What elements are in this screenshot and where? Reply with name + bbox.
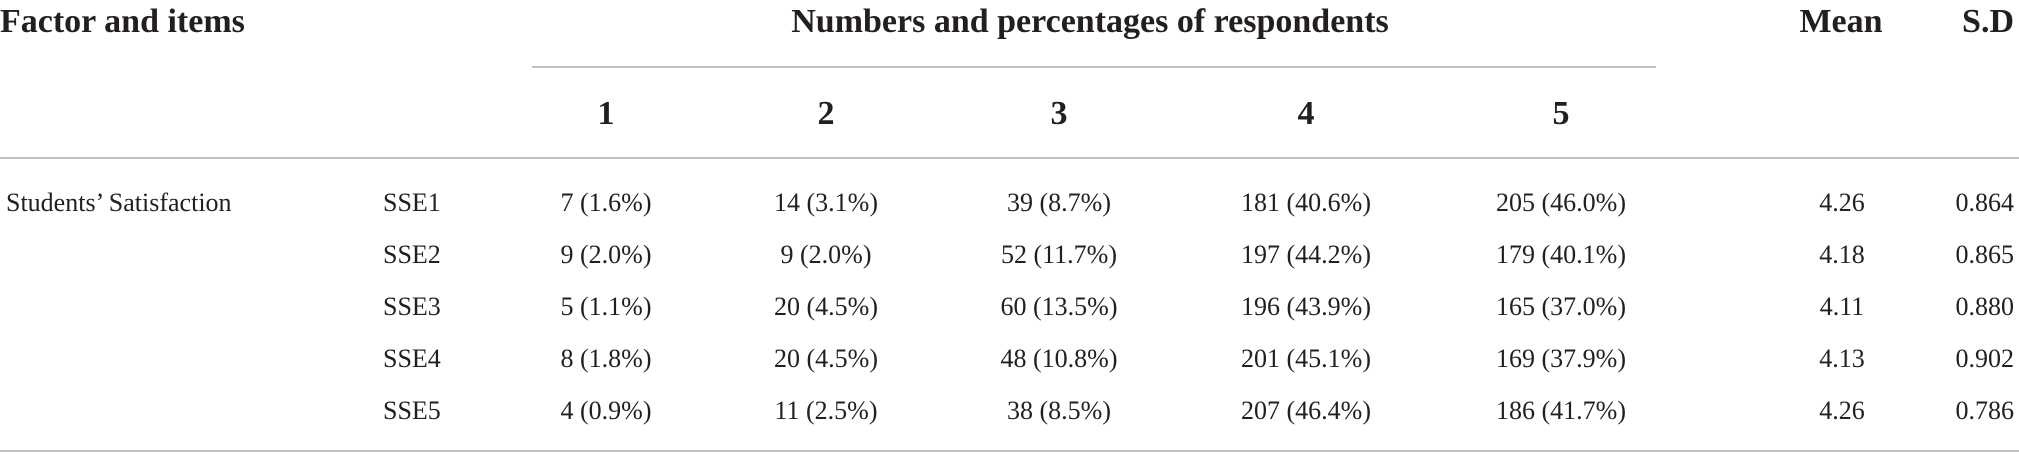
count-cell: 48 (10.8%) — [1000, 344, 1118, 373]
count-cell: 197 (44.2%) — [1241, 240, 1371, 269]
item-code: SSE4 — [383, 344, 441, 373]
item-code: SSE3 — [383, 292, 441, 321]
count-cell: 60 (13.5%) — [1000, 292, 1118, 321]
mean-cell: 4.13 — [1819, 344, 1865, 373]
count-cell: 179 (40.1%) — [1496, 240, 1626, 269]
count-cell: 169 (37.9%) — [1496, 344, 1626, 373]
count-cell: 5 (1.1%) — [560, 292, 652, 321]
count-cell: 165 (37.0%) — [1496, 292, 1626, 321]
group-underline — [532, 66, 1656, 68]
count-cell: 14 (3.1%) — [774, 188, 878, 217]
count-cell: 186 (41.7%) — [1496, 396, 1626, 425]
count-cell: 39 (8.7%) — [1007, 188, 1111, 217]
item-code: SSE2 — [383, 240, 441, 269]
item-code: SSE5 — [383, 396, 441, 425]
count-cell: 38 (8.5%) — [1007, 396, 1111, 425]
sd-cell: 0.864 — [1955, 188, 2015, 217]
count-cell: 9 (2.0%) — [560, 240, 652, 269]
header-sd: S.D — [1962, 3, 2014, 40]
header-level-5: 5 — [1552, 95, 1570, 132]
bottom-rule — [0, 450, 2019, 452]
count-cell: 207 (46.4%) — [1241, 396, 1371, 425]
count-cell: 20 (4.5%) — [774, 344, 878, 373]
count-cell: 52 (11.7%) — [1000, 240, 1118, 269]
count-cell: 8 (1.8%) — [560, 344, 652, 373]
header-rule — [0, 157, 2019, 159]
header-level-2: 2 — [817, 95, 835, 132]
header-mean: Mean — [1799, 3, 1883, 40]
count-cell: 7 (1.6%) — [560, 188, 652, 217]
header-group: Numbers and percentages of respondents — [791, 3, 1389, 40]
sd-cell: 0.902 — [1955, 344, 2015, 373]
header-level-4: 4 — [1297, 95, 1315, 132]
count-cell: 11 (2.5%) — [774, 396, 878, 425]
sd-cell: 0.880 — [1955, 292, 2015, 321]
count-cell: 181 (40.6%) — [1241, 188, 1371, 217]
count-cell: 4 (0.9%) — [560, 396, 652, 425]
mean-cell: 4.11 — [1819, 292, 1865, 321]
mean-cell: 4.26 — [1819, 396, 1865, 425]
count-cell: 196 (43.9%) — [1241, 292, 1371, 321]
header-factor-items: Factor and items — [0, 3, 245, 40]
mean-cell: 4.26 — [1819, 188, 1865, 217]
count-cell: 20 (4.5%) — [774, 292, 878, 321]
factor-label: Students’ Satisfaction — [6, 188, 232, 217]
sd-cell: 0.786 — [1955, 396, 2015, 425]
header-level-3: 3 — [1050, 95, 1068, 132]
count-cell: 9 (2.0%) — [780, 240, 872, 269]
header-level-1: 1 — [597, 95, 615, 132]
count-cell: 201 (45.1%) — [1241, 344, 1371, 373]
item-code: SSE1 — [383, 188, 441, 217]
mean-cell: 4.18 — [1819, 240, 1865, 269]
sd-cell: 0.865 — [1955, 240, 2015, 269]
count-cell: 205 (46.0%) — [1496, 188, 1626, 217]
